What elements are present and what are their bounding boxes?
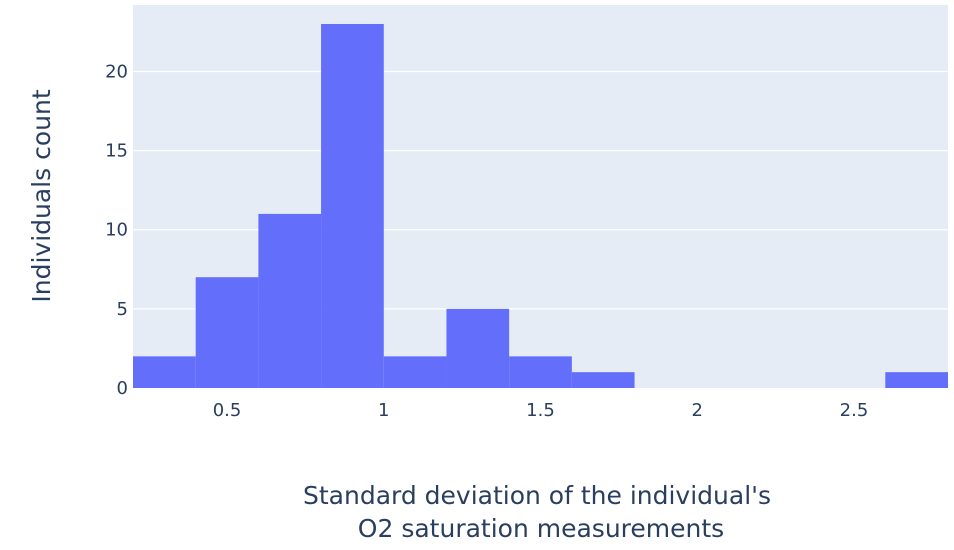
x-tick-label: 1	[378, 400, 389, 421]
y-tick-label: 15	[105, 141, 128, 162]
histogram-bar	[446, 308, 510, 388]
y-tick-label: 0	[117, 378, 128, 399]
histogram-bar	[885, 372, 948, 388]
histogram-bar	[383, 356, 447, 388]
y-axis-title: Individuals count	[27, 89, 56, 302]
histogram-bar	[571, 372, 635, 388]
x-axis-ticks: 0.5 1 1.5 2 2.5	[213, 400, 869, 421]
histogram-bar	[195, 277, 259, 388]
y-tick-label: 5	[117, 299, 128, 320]
histogram-bar	[258, 213, 322, 388]
histogram-bars	[133, 23, 948, 389]
y-axis-ticks: 0 5 10 15 20	[105, 61, 128, 399]
histogram-bar	[321, 23, 384, 389]
x-tick-label: 2	[692, 400, 703, 421]
x-tick-label: 2.5	[840, 400, 869, 421]
x-axis-title-line-2: O2 saturation measurements	[358, 514, 724, 543]
y-tick-label: 10	[105, 220, 128, 241]
histogram-bar	[133, 356, 196, 388]
x-axis-title: Standard deviation of the individual's O…	[303, 481, 779, 543]
histogram-bar	[509, 356, 572, 388]
x-tick-label: 1.5	[526, 400, 555, 421]
x-tick-label: 0.5	[213, 400, 242, 421]
x-axis-title-line-1: Standard deviation of the individual's	[303, 481, 771, 510]
y-tick-label: 20	[105, 61, 128, 82]
